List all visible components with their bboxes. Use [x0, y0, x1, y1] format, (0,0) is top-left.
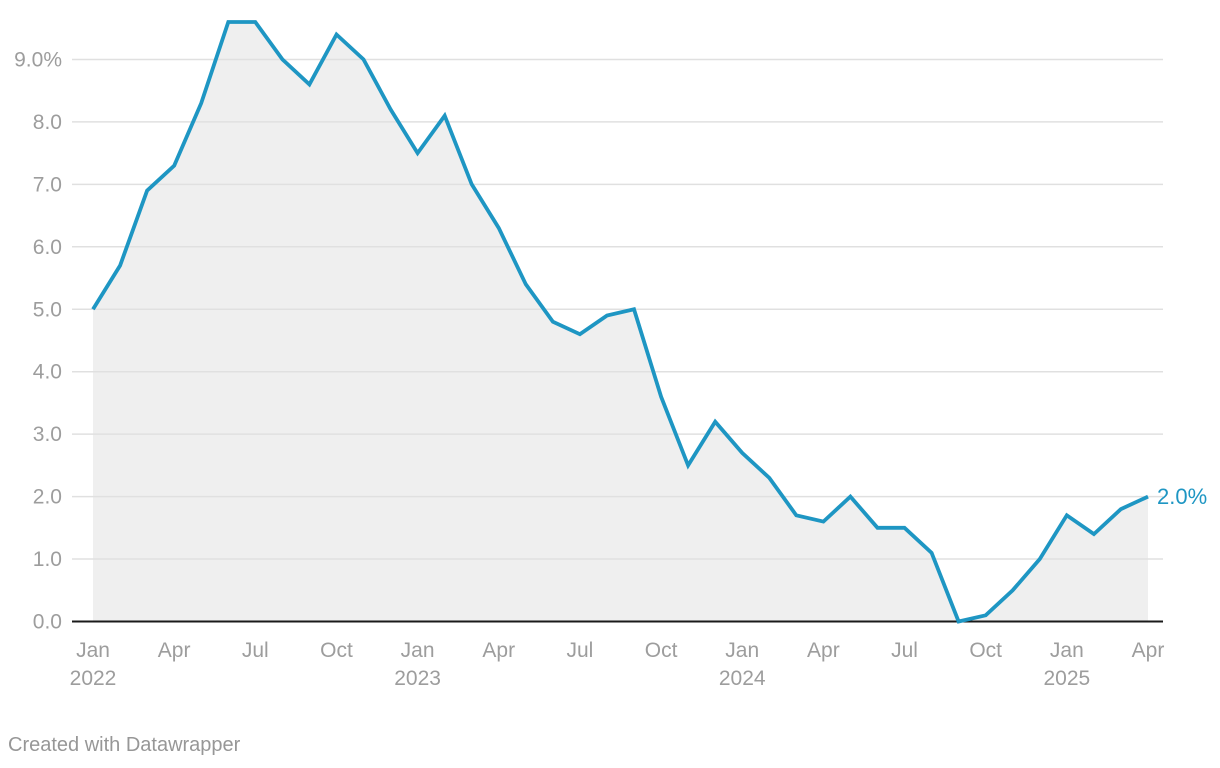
- x-tick-label: Apr: [482, 639, 515, 662]
- x-tick-label: Jul: [566, 639, 593, 662]
- y-tick-label: 2.0: [33, 486, 62, 509]
- x-tick-label: Jan: [725, 639, 759, 662]
- datawrapper-credit: Created with Datawrapper: [8, 734, 241, 756]
- x-tick-label: Apr: [1132, 639, 1165, 662]
- x-tick-year: 2022: [70, 667, 117, 690]
- y-tick-label: 0.0: [33, 611, 62, 634]
- x-tick-label: Oct: [645, 639, 678, 662]
- x-tick-label: Jul: [891, 639, 918, 662]
- x-tick-year: 2023: [394, 667, 441, 690]
- x-tick-year: 2024: [719, 667, 766, 690]
- x-tick-label: Jul: [242, 639, 269, 662]
- x-tick-label: Apr: [807, 639, 840, 662]
- x-tick-year: 2025: [1043, 667, 1090, 690]
- x-tick-label: Oct: [320, 639, 353, 662]
- series-end-value-label: 2.0%: [1157, 483, 1208, 509]
- x-tick-label: Oct: [969, 639, 1002, 662]
- y-tick-label: 8.0: [33, 111, 62, 134]
- y-tick-label: 5.0: [33, 298, 62, 321]
- y-tick-label: 1.0: [33, 548, 62, 571]
- y-tick-label: 9.0%: [14, 48, 62, 71]
- area-fill: [93, 22, 1148, 622]
- x-tick-label: Jan: [76, 639, 110, 662]
- x-tick-label: Jan: [1050, 639, 1084, 662]
- x-tick-label: Jan: [401, 639, 435, 662]
- y-tick-label: 3.0: [33, 423, 62, 446]
- y-tick-label: 6.0: [33, 236, 62, 259]
- y-tick-label: 4.0: [33, 361, 62, 384]
- y-tick-label: 7.0: [33, 173, 62, 196]
- data-line: [91, 20, 1149, 624]
- x-tick-label: Apr: [158, 639, 191, 662]
